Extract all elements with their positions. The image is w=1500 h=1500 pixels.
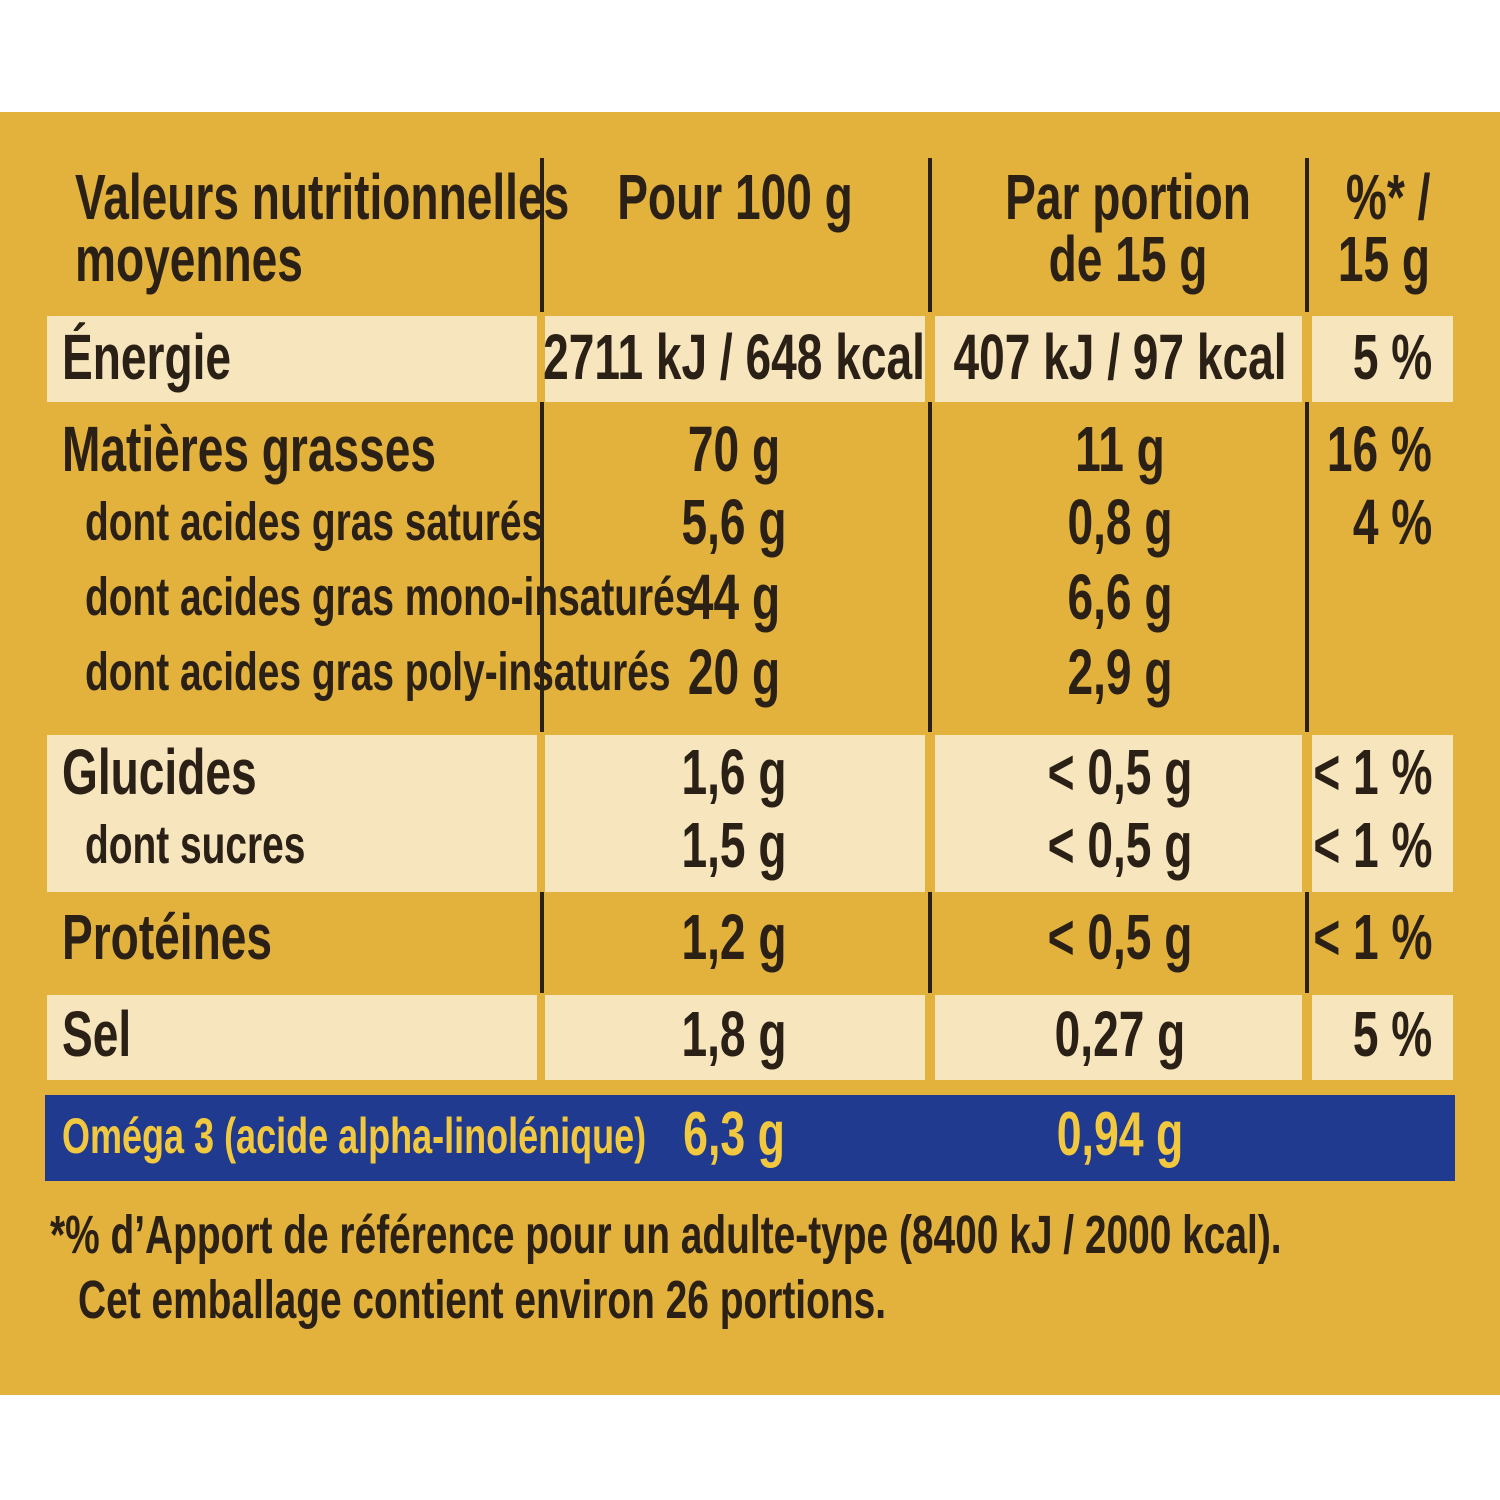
percent-reference: 16 % [1326,412,1432,485]
nutrient-name: Glucides [62,735,257,808]
value-per-portion: 0,27 g [1054,997,1186,1070]
row-band [545,995,925,1080]
row-band [1312,735,1453,892]
percent-reference: < 1 % [1312,735,1432,808]
column-rule [1305,402,1309,732]
percent-reference: 4 % [1352,485,1432,558]
header-text: Pour 100 g [617,160,853,233]
row-band [1312,316,1453,402]
value-per-portion: 6,6 g [1067,560,1173,633]
row-band [47,735,537,892]
value-per-portion: < 0,5 g [1047,808,1193,881]
omega-per-100g: 6,3 g [683,1099,785,1169]
footnote: *% d’Apport de référence pour un adulte-… [50,1205,1282,1266]
nutrient-name: dont acides gras mono-insaturés [85,567,697,628]
percent-reference: < 1 % [1312,900,1432,973]
nutrient-name: dont acides gras saturés [85,492,544,553]
nutrient-name: dont sucres [85,815,306,876]
nutrient-name: dont acides gras poly-insaturés [85,642,671,703]
footnote: Cet emballage contient environ 26 portio… [78,1270,886,1331]
value-per-100g: 5,6 g [681,485,787,558]
percent-reference: 5 % [1352,320,1432,393]
row-band [935,735,1302,892]
value-per-100g: 1,6 g [681,735,787,808]
header-text: de 15 g [1048,222,1208,295]
column-rule [540,402,544,732]
omega-name: Oméga 3 (acide alpha-linolénique) [62,1107,647,1164]
value-per-100g: 20 g [687,635,781,708]
value-per-100g: 1,8 g [681,997,787,1070]
row-band [1312,995,1453,1080]
column-rule [928,892,932,993]
column-rule [1305,158,1309,312]
column-rule [540,892,544,993]
percent-reference: 5 % [1352,997,1432,1070]
value-per-100g: 1,5 g [681,808,787,881]
row-band [545,316,925,402]
header-text: moyennes [75,222,303,295]
value-per-portion: 407 kJ / 97 kcal [953,320,1287,393]
value-per-portion: < 0,5 g [1047,735,1193,808]
nutrient-name: Protéines [62,900,272,973]
value-per-100g: 44 g [687,560,781,633]
column-rule [928,158,932,312]
row-band [47,995,537,1080]
header-text: 15 g [1337,222,1430,295]
header-text: %* / [1345,160,1430,233]
percent-reference: < 1 % [1312,808,1432,881]
omega-band [45,1095,1455,1181]
row-band [545,735,925,892]
value-per-portion: 0,8 g [1067,485,1173,558]
column-rule [928,402,932,732]
value-per-portion: 2,9 g [1067,635,1173,708]
nutrient-name: Sel [62,997,132,1070]
value-per-portion: 11 g [1075,412,1165,485]
value-per-portion: < 0,5 g [1047,900,1193,973]
column-rule [1305,892,1309,993]
omega-per-portion: 0,94 g [1056,1099,1184,1169]
value-per-100g: 70 g [687,412,781,485]
row-band [47,316,537,402]
header-text: Valeurs nutritionnelles [75,160,570,233]
value-per-100g: 1,2 g [681,900,787,973]
value-per-100g: 2711 kJ / 648 kcal [543,320,925,393]
row-band [935,316,1302,402]
nutrient-name: Matières grasses [62,412,436,485]
row-band [935,995,1302,1080]
header-text: Par portion [1005,160,1251,233]
column-rule [540,158,544,312]
nutrient-name: Énergie [62,320,232,393]
